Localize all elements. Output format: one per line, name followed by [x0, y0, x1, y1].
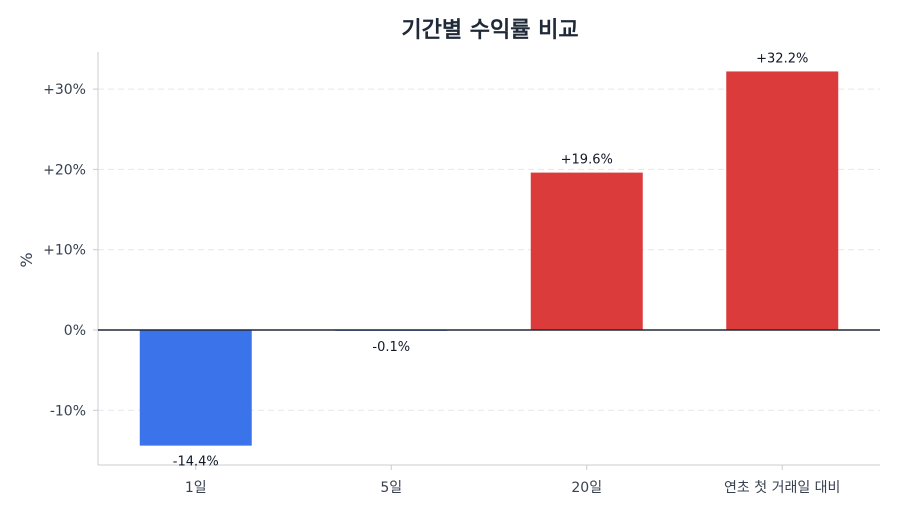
axis-layer: -10% 0% +10% +20% +30% 1일 5일 20일 연초 첫 거래일 대비 [43, 52, 880, 496]
bar-layer [139, 71, 839, 446]
y-tick-label: +10% [43, 243, 86, 259]
x-tick-label: 1일 [185, 480, 207, 496]
bar [139, 330, 252, 446]
data-label: +19.6% [561, 153, 613, 168]
bar [726, 71, 839, 331]
x-tick-label: 20일 [571, 480, 602, 496]
y-tick-label: 0% [64, 323, 86, 339]
bar [530, 172, 643, 330]
y-tick-label: +20% [43, 162, 86, 178]
x-tick-label: 연초 첫 거래일 대비 [724, 480, 840, 496]
y-axis-label: % [17, 252, 36, 267]
data-label: -14.4% [173, 455, 219, 470]
x-tick-label: 5일 [380, 480, 402, 496]
data-label: +32.2% [756, 51, 808, 66]
y-tick-label: +30% [43, 82, 86, 98]
data-label: -0.1% [372, 340, 410, 355]
label-layer: -14.4% -0.1% +19.6% +32.2% [173, 51, 809, 469]
y-tick-label: -10% [50, 403, 86, 419]
chart-title: 기간별 수익률 비교 [401, 18, 578, 43]
